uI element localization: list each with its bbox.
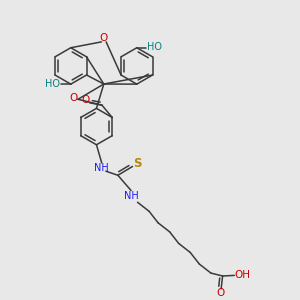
- Text: O: O: [81, 95, 90, 106]
- Text: HO: HO: [148, 42, 163, 52]
- Text: O: O: [217, 288, 225, 298]
- Text: NH: NH: [124, 191, 139, 201]
- Text: HO: HO: [45, 79, 60, 88]
- Text: OH: OH: [235, 270, 250, 280]
- Text: NH: NH: [94, 163, 109, 173]
- Text: O: O: [70, 93, 78, 103]
- Text: O: O: [100, 33, 108, 43]
- Text: S: S: [134, 157, 142, 170]
